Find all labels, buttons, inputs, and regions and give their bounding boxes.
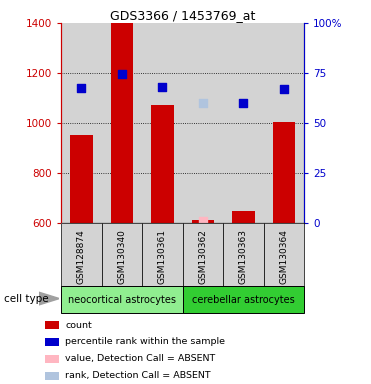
Bar bbox=[45, 372, 59, 380]
Point bbox=[240, 100, 246, 106]
Point bbox=[200, 218, 206, 225]
Bar bbox=[102, 23, 142, 223]
Text: GSM130364: GSM130364 bbox=[279, 229, 289, 284]
Title: GDS3366 / 1453769_at: GDS3366 / 1453769_at bbox=[110, 9, 255, 22]
Bar bbox=[223, 23, 264, 223]
Text: GSM130363: GSM130363 bbox=[239, 229, 248, 284]
Bar bbox=[223, 223, 264, 286]
Text: neocortical astrocytes: neocortical astrocytes bbox=[68, 295, 176, 305]
FancyBboxPatch shape bbox=[183, 286, 304, 313]
Bar bbox=[142, 23, 183, 223]
Text: GSM130362: GSM130362 bbox=[198, 229, 207, 284]
Point bbox=[281, 86, 287, 92]
Bar bbox=[45, 321, 59, 329]
Point bbox=[119, 71, 125, 77]
Bar bbox=[192, 220, 214, 223]
Text: rank, Detection Call = ABSENT: rank, Detection Call = ABSENT bbox=[65, 371, 211, 380]
Text: cell type: cell type bbox=[4, 294, 48, 304]
Bar bbox=[142, 223, 183, 286]
Polygon shape bbox=[39, 292, 59, 305]
Bar bbox=[111, 23, 133, 223]
Text: percentile rank within the sample: percentile rank within the sample bbox=[65, 338, 225, 346]
Bar bbox=[70, 136, 93, 223]
Text: GSM128874: GSM128874 bbox=[77, 229, 86, 284]
Bar bbox=[45, 355, 59, 363]
Bar bbox=[232, 212, 255, 223]
Bar bbox=[102, 223, 142, 286]
Bar bbox=[273, 122, 295, 223]
Point bbox=[160, 84, 165, 90]
Bar bbox=[183, 23, 223, 223]
FancyBboxPatch shape bbox=[61, 286, 183, 313]
Bar bbox=[264, 223, 304, 286]
Bar bbox=[61, 23, 102, 223]
Bar bbox=[151, 106, 174, 223]
Point bbox=[200, 100, 206, 106]
Text: cerebellar astrocytes: cerebellar astrocytes bbox=[192, 295, 295, 305]
Point bbox=[79, 85, 85, 91]
Text: GSM130361: GSM130361 bbox=[158, 229, 167, 284]
Bar bbox=[45, 338, 59, 346]
Text: value, Detection Call = ABSENT: value, Detection Call = ABSENT bbox=[65, 354, 216, 363]
Bar bbox=[61, 223, 102, 286]
Bar bbox=[183, 223, 223, 286]
Text: count: count bbox=[65, 321, 92, 330]
Bar bbox=[264, 23, 304, 223]
Text: GSM130340: GSM130340 bbox=[118, 229, 127, 284]
